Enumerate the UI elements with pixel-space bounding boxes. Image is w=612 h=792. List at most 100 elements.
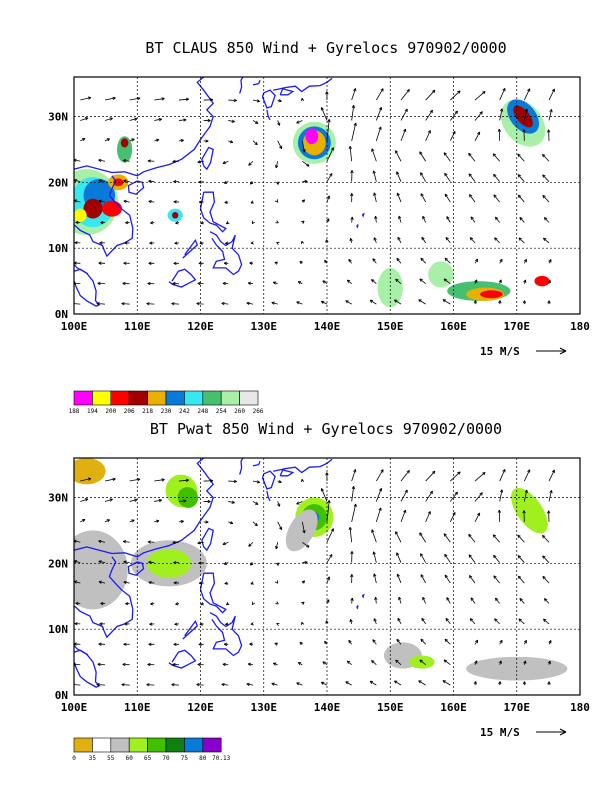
wind-vector [397, 236, 402, 244]
wind-vector [277, 120, 281, 126]
wind-vector [374, 215, 378, 223]
wind-vector [517, 575, 525, 584]
colorbar-label: 194 [87, 408, 98, 415]
wind-vector [419, 151, 427, 162]
wind-vector [302, 179, 308, 184]
y-tick-label: 30N [48, 492, 68, 505]
wind-vector [325, 472, 329, 482]
wind-vector [252, 521, 258, 527]
shaded-region [74, 530, 128, 610]
wind-vector [420, 553, 427, 563]
colorbar-swatch [220, 390, 240, 406]
colorbar-label: 80 [199, 755, 207, 762]
wind-vector [400, 509, 407, 523]
wind-vector [473, 681, 477, 686]
wind-vector [400, 128, 407, 142]
x-tick-label: 180 [570, 320, 590, 333]
wind-vector [396, 638, 402, 645]
colorbar-swatch [202, 390, 222, 406]
wind-vector [442, 299, 451, 305]
colorbar-label: 188 [69, 408, 80, 415]
coastline [74, 645, 89, 656]
wind-vector [146, 683, 155, 687]
wind-vector [302, 560, 308, 565]
wind-vector [350, 574, 354, 584]
wind-vector [373, 192, 377, 203]
wind-vector [499, 108, 504, 121]
wind-vector [326, 119, 331, 141]
wind-vector [302, 160, 310, 167]
coastline [361, 593, 365, 599]
wind-vector [493, 194, 500, 203]
wind-vector [104, 498, 113, 502]
reference-arrowhead [559, 347, 567, 355]
wind-vector [198, 200, 204, 204]
wind-vector [178, 499, 187, 503]
wind-vector [252, 99, 260, 103]
wind-vector [123, 642, 130, 646]
wind-vector [522, 129, 526, 141]
wind-vector [517, 555, 525, 563]
wind-vector [221, 301, 229, 306]
wind-vector [97, 281, 106, 286]
wind-vector [223, 561, 229, 565]
wind-vector [80, 138, 86, 142]
wind-vector [398, 596, 402, 604]
wind-vector [97, 662, 106, 667]
wind-vector [326, 554, 333, 563]
wind-vector [104, 117, 113, 121]
wind-vector [400, 489, 408, 502]
wind-vector [548, 109, 553, 121]
wind-vector [228, 140, 234, 144]
wind-vector [147, 662, 155, 667]
wind-vector [98, 580, 106, 584]
wind-vector [274, 261, 278, 265]
coastline [199, 191, 227, 233]
colorbar-label: 230 [161, 408, 172, 415]
wind-vector [122, 662, 130, 667]
wind-vector [324, 640, 328, 645]
wind-vector [98, 261, 106, 265]
wind-vector [398, 215, 402, 223]
coastline [182, 238, 199, 259]
wind-vector [301, 580, 306, 584]
coastline [252, 80, 261, 86]
wind-vector [326, 173, 333, 182]
claus-shading [74, 99, 550, 308]
wind-vector [542, 194, 550, 203]
wind-vector [345, 681, 352, 686]
wind-vector [419, 659, 426, 666]
wind-vector [396, 192, 402, 203]
wind-vector [100, 220, 105, 225]
wind-vector [494, 597, 500, 604]
wind-vector [172, 540, 180, 545]
x-tick-label: 170E [504, 701, 531, 714]
wind-vector [396, 171, 402, 182]
wind-vector [494, 216, 500, 223]
wind-vector [178, 519, 184, 524]
wind-vector [150, 221, 155, 225]
wind-vector [351, 469, 357, 482]
wind-vector [223, 642, 229, 646]
wind-vector [371, 660, 377, 666]
coastline [261, 89, 276, 109]
shaded-region [511, 487, 548, 534]
wind-vector [498, 279, 502, 284]
wind-vector [473, 300, 477, 305]
colorbar-label: 200 [105, 408, 116, 415]
wind-vector [543, 237, 550, 244]
wind-vector [418, 299, 426, 305]
wind-vector [470, 216, 476, 223]
wind-vector [296, 501, 303, 505]
wind-vector [203, 520, 209, 524]
wind-vector [149, 622, 155, 626]
wind-vector [250, 241, 254, 245]
wind-vector [444, 574, 451, 584]
wind-vector [450, 471, 461, 482]
wind-vector [275, 542, 279, 550]
wind-vector [123, 560, 130, 564]
wind-vector [373, 618, 377, 625]
wind-vector [547, 300, 551, 305]
wind-vector [129, 96, 141, 101]
wind-vector [203, 139, 209, 143]
